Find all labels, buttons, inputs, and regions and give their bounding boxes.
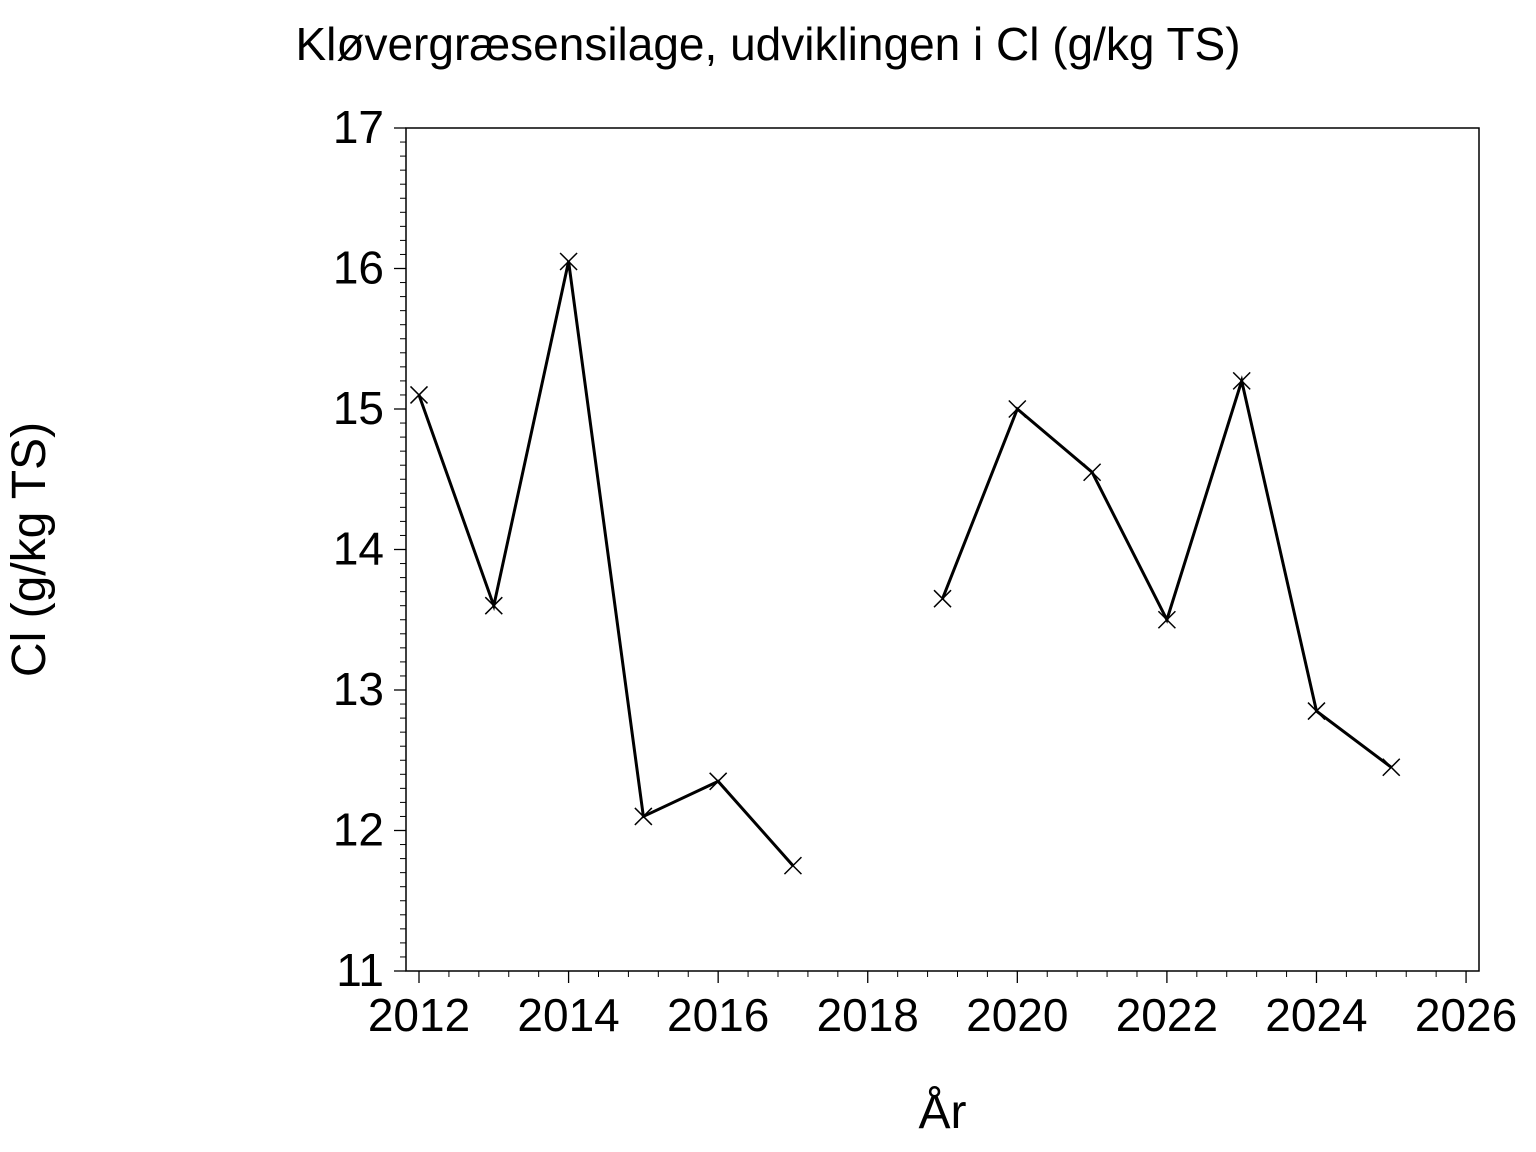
svg-text:År: År: [919, 1086, 967, 1139]
svg-text:2024: 2024: [1265, 989, 1367, 1041]
svg-text:Cl (g/kg TS): Cl (g/kg TS): [3, 422, 56, 677]
svg-text:2020: 2020: [966, 989, 1068, 1041]
svg-text:15: 15: [333, 382, 384, 434]
svg-text:2026: 2026: [1415, 989, 1517, 1041]
svg-text:2022: 2022: [1116, 989, 1218, 1041]
svg-text:2016: 2016: [667, 989, 769, 1041]
svg-text:2018: 2018: [817, 989, 919, 1041]
svg-text:Kløvergræsensilage, udvikling: Kløvergræsensilage, udviklingen i Cl (g/…: [295, 18, 1240, 70]
svg-text:12: 12: [333, 804, 384, 856]
svg-text:2012: 2012: [368, 989, 470, 1041]
svg-text:17: 17: [333, 101, 384, 153]
svg-text:14: 14: [333, 523, 384, 575]
svg-text:13: 13: [333, 663, 384, 715]
svg-text:2014: 2014: [517, 989, 619, 1041]
svg-text:16: 16: [333, 242, 384, 294]
